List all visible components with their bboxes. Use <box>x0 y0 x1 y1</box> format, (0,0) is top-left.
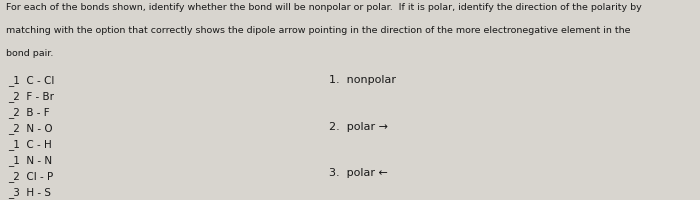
Text: bond pair.: bond pair. <box>6 49 53 58</box>
Text: _1  C - H: _1 C - H <box>8 139 52 149</box>
Text: 3.  polar ←: 3. polar ← <box>329 167 388 177</box>
Text: _2  B - F: _2 B - F <box>8 107 50 117</box>
Text: _1  C - Cl: _1 C - Cl <box>8 75 55 85</box>
Text: 1.  nonpolar: 1. nonpolar <box>329 75 396 85</box>
Text: _2  F - Br: _2 F - Br <box>8 91 55 101</box>
Text: _3  H - S: _3 H - S <box>8 187 51 197</box>
Text: For each of the bonds shown, identify whether the bond will be nonpolar or polar: For each of the bonds shown, identify wh… <box>6 3 641 12</box>
Text: matching with the option that correctly shows the dipole arrow pointing in the d: matching with the option that correctly … <box>6 26 630 35</box>
Text: _2  Cl - P: _2 Cl - P <box>8 171 54 181</box>
Text: 2.  polar →: 2. polar → <box>329 121 388 131</box>
Text: _2  N - O: _2 N - O <box>8 123 53 133</box>
Text: _1  N - N: _1 N - N <box>8 155 52 165</box>
